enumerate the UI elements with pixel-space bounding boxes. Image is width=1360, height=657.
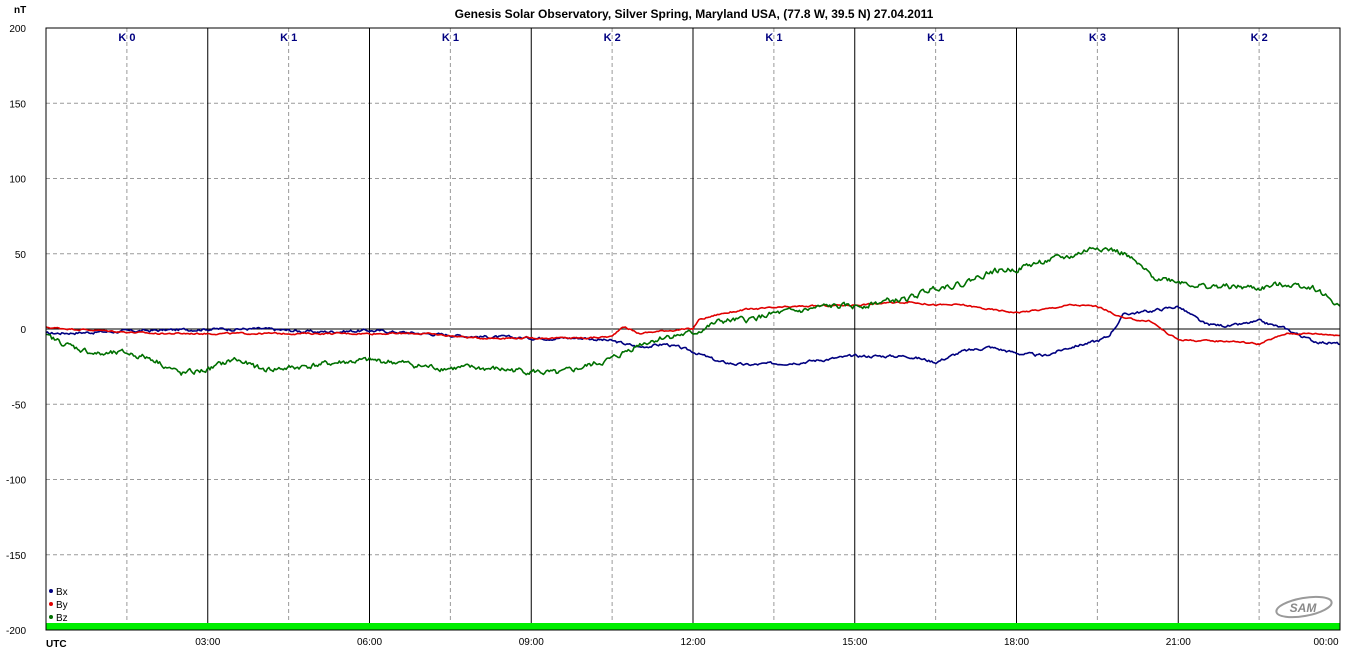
k-index-label: K 0 — [118, 32, 135, 44]
legend-marker-bx — [49, 589, 53, 593]
y-tick-label: 50 — [15, 250, 27, 261]
x-axis-label: UTC — [46, 639, 67, 650]
x-tick-label: 15:00 — [842, 637, 867, 648]
y-tick-label: -50 — [12, 400, 27, 411]
x-tick-label: 03:00 — [195, 637, 220, 648]
sam-logo: SAM — [1275, 595, 1333, 619]
k-index-label: K 1 — [280, 32, 297, 44]
data-series — [45, 246, 1341, 376]
y-axis-label: nT — [14, 5, 26, 16]
y-tick-label: 100 — [9, 175, 26, 186]
y-tick-label: -200 — [6, 626, 26, 637]
series-line-by — [45, 300, 1341, 346]
y-tick-label: 150 — [9, 99, 26, 110]
x-tick-label: 21:00 — [1166, 637, 1191, 648]
k-index-label: K 2 — [1251, 32, 1268, 44]
y-tick-label: -150 — [6, 551, 26, 562]
series-line-bx — [45, 305, 1341, 367]
legend-marker-by — [49, 602, 53, 606]
y-tick-label: 0 — [20, 325, 26, 336]
x-tick-label: 06:00 — [357, 637, 382, 648]
plot-frame — [45, 27, 1341, 631]
utc-status-bar — [46, 623, 1340, 630]
legend-label-bz: Bz — [56, 613, 68, 624]
legend-label-bx: Bx — [56, 587, 68, 598]
chart-title: Genesis Solar Observatory, Silver Spring… — [455, 7, 934, 21]
series-line-bz — [45, 246, 1341, 376]
k-index-label: K 1 — [927, 32, 944, 44]
x-tick-label: 18:00 — [1004, 637, 1029, 648]
y-tick-label: -100 — [6, 476, 26, 487]
k-index-labels: K 0 K 1 K 1 K 2 K 1 K 1 K 3 K 2 — [118, 32, 1267, 44]
x-tick-label: 00:00 — [1313, 637, 1338, 648]
k-index-label: K 1 — [442, 32, 459, 44]
legend-label-by: By — [56, 600, 68, 611]
axis-ticks: 200 150 100 50 0 -50 -100 -150 -200 03:00 06:00 09:… — [6, 24, 1339, 648]
k-index-label: K 1 — [765, 32, 782, 44]
k-index-label: K 2 — [604, 32, 621, 44]
x-tick-label: 09:00 — [519, 637, 544, 648]
y-tick-label: 200 — [9, 24, 26, 35]
sam-logo-text: SAM — [1290, 601, 1318, 615]
legend-marker-bz — [49, 615, 53, 619]
x-tick-label: 12:00 — [680, 637, 705, 648]
legend: Bx By Bz — [49, 587, 68, 624]
k-index-label: K 3 — [1089, 32, 1106, 44]
